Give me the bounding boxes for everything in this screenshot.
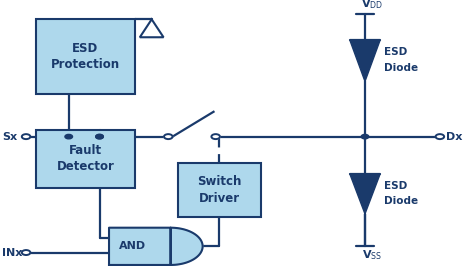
Circle shape — [361, 134, 369, 139]
Polygon shape — [109, 228, 202, 265]
Text: INx: INx — [2, 248, 23, 258]
Circle shape — [164, 134, 173, 139]
Text: ESD: ESD — [384, 181, 407, 191]
Text: Dx: Dx — [446, 132, 462, 142]
Text: ESD: ESD — [384, 47, 407, 57]
Circle shape — [436, 134, 444, 139]
Circle shape — [96, 134, 103, 139]
FancyBboxPatch shape — [36, 19, 135, 94]
Text: V$_{\rm SS}$: V$_{\rm SS}$ — [362, 248, 382, 262]
Text: ESD
Protection: ESD Protection — [51, 42, 120, 71]
Text: AND: AND — [119, 241, 146, 251]
FancyBboxPatch shape — [178, 163, 261, 217]
FancyBboxPatch shape — [36, 130, 135, 188]
Text: Fault
Detector: Fault Detector — [56, 144, 114, 173]
Text: Sx: Sx — [2, 132, 18, 142]
Text: Diode: Diode — [384, 196, 418, 206]
Circle shape — [96, 134, 103, 139]
Polygon shape — [350, 174, 380, 214]
Circle shape — [65, 134, 73, 139]
Text: Diode: Diode — [384, 63, 418, 73]
Circle shape — [22, 250, 30, 255]
Text: V$_{\rm DD}$: V$_{\rm DD}$ — [361, 0, 383, 11]
Text: Switch
Driver: Switch Driver — [197, 175, 241, 205]
Circle shape — [211, 134, 220, 139]
Circle shape — [22, 134, 30, 139]
Polygon shape — [350, 40, 380, 81]
